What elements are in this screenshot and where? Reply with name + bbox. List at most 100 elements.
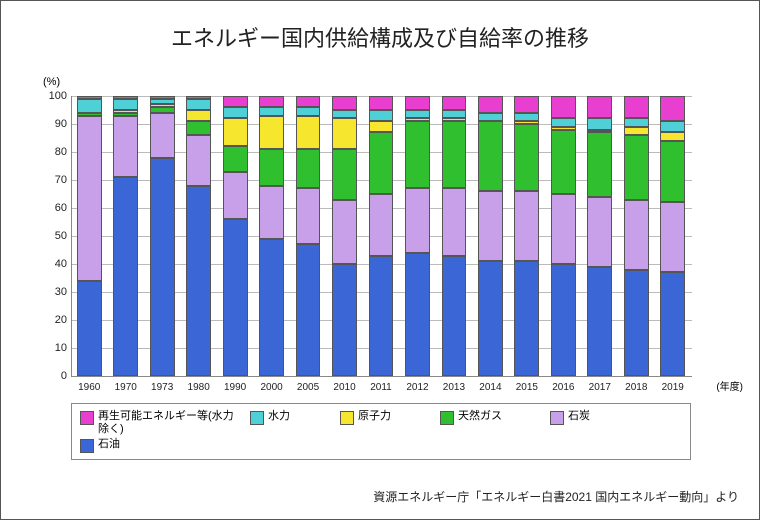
x-axis-unit: (年度): [716, 378, 743, 393]
bar-column: 2015: [509, 96, 545, 376]
bar-segment-renewable: [259, 96, 284, 107]
legend-item-coal: 石炭: [550, 410, 630, 436]
legend-label: 再生可能エネルギー等(水力除く): [98, 410, 240, 436]
bar-segment-coal: [150, 113, 175, 158]
legend-swatch: [80, 411, 94, 425]
bar-segment-nuclear: [332, 118, 357, 149]
bar-segment-renewable: [223, 96, 248, 107]
bar-segment-nuclear: [259, 116, 284, 150]
bar-segment-oil: [624, 270, 649, 376]
bar-segment-hydro: [186, 99, 211, 110]
bar-column: 2018: [618, 96, 654, 376]
bar-segment-hydro: [514, 113, 539, 121]
bar-segment-hydro: [113, 99, 138, 110]
bar-segment-coal: [514, 191, 539, 261]
bar-segment-gas: [551, 130, 576, 194]
bar-segment-hydro: [296, 107, 321, 115]
bar-segment-nuclear: [223, 118, 248, 146]
x-tick-label: 2012: [406, 382, 428, 393]
bar-segment-hydro: [259, 107, 284, 115]
bar-segment-gas: [259, 149, 284, 185]
bar-segment-renewable: [296, 96, 321, 107]
bar-segment-oil: [332, 264, 357, 376]
bar-segment-coal: [478, 191, 503, 261]
bar-segment-coal: [405, 188, 430, 252]
y-tick-label: 100: [49, 90, 67, 102]
bar-segment-hydro: [587, 118, 612, 129]
bar-segment-coal: [77, 116, 102, 281]
bar-segment-gas: [660, 141, 685, 203]
bar-segment-gas: [369, 132, 394, 194]
y-axis-unit: (%): [43, 76, 60, 88]
bar-segment-oil: [405, 253, 430, 376]
bar-segment-nuclear: [296, 116, 321, 150]
bar-segment-gas: [332, 149, 357, 199]
bar-segment-oil: [514, 261, 539, 376]
bar-segment-coal: [223, 172, 248, 220]
bar-column: 1990: [217, 96, 253, 376]
bar-segment-coal: [587, 197, 612, 267]
bar-segment-coal: [442, 188, 467, 255]
bar-segment-gas: [296, 149, 321, 188]
bar-column: 1973: [144, 96, 180, 376]
bar-segment-coal: [369, 194, 394, 256]
legend-label: 石炭: [568, 410, 590, 423]
bar-segment-coal: [332, 200, 357, 264]
bar-column: 2005: [290, 96, 326, 376]
bar-segment-hydro: [369, 110, 394, 121]
bar-column: 2019: [655, 96, 691, 376]
legend-swatch: [250, 411, 264, 425]
bar-segment-renewable: [587, 96, 612, 118]
bar-segment-gas: [442, 121, 467, 188]
y-tick-label: 0: [61, 370, 67, 382]
bar-segment-oil: [369, 256, 394, 376]
x-tick-label: 2013: [443, 382, 465, 393]
bar-segment-hydro: [478, 113, 503, 121]
x-tick-label: 2019: [662, 382, 684, 393]
bar-segment-renewable: [478, 96, 503, 113]
bar-column: 2000: [253, 96, 289, 376]
bar-segment-oil: [442, 256, 467, 376]
y-tick-label: 70: [55, 174, 67, 186]
x-tick-label: 2000: [260, 382, 282, 393]
bar-column: 2013: [436, 96, 472, 376]
x-tick-label: 2011: [370, 382, 392, 393]
bar-segment-renewable: [369, 96, 394, 110]
bar-segment-coal: [113, 116, 138, 178]
bar-segment-coal: [296, 188, 321, 244]
bar-segment-renewable: [514, 96, 539, 113]
legend-label: 水力: [268, 410, 290, 423]
bar-segment-oil: [77, 281, 102, 376]
bar-segment-gas: [478, 121, 503, 191]
bar-segment-hydro: [442, 110, 467, 118]
legend-swatch: [440, 411, 454, 425]
bar-segment-coal: [186, 135, 211, 185]
x-tick-label: 2005: [297, 382, 319, 393]
y-tick-label: 60: [55, 202, 67, 214]
bar-segment-gas: [223, 146, 248, 171]
bar-column: 2016: [545, 96, 581, 376]
bar-segment-oil: [186, 186, 211, 376]
bar-segment-renewable: [624, 96, 649, 118]
bar-segment-oil: [660, 272, 685, 376]
bar-segment-nuclear: [186, 110, 211, 121]
source-text: 資源エネルギー庁「エネルギー白書2021 国内エネルギー動向」より: [373, 488, 739, 505]
bar-segment-coal: [551, 194, 576, 264]
bar-segment-oil: [113, 177, 138, 376]
x-tick-label: 1960: [78, 382, 100, 393]
bar-segment-hydro: [332, 110, 357, 118]
bars-container: 1960197019731980199020002005201020112012…: [71, 96, 691, 376]
y-tick-label: 30: [55, 286, 67, 298]
legend-item-nuclear: 原子力: [340, 410, 430, 436]
bar-segment-gas: [624, 135, 649, 199]
legend-label: 石油: [98, 438, 120, 451]
legend-item-renewable: 再生可能エネルギー等(水力除く): [80, 410, 240, 436]
chart: (%) 0102030405060708090100 1960197019731…: [71, 96, 691, 376]
bar-column: 2014: [472, 96, 508, 376]
y-tick-label: 20: [55, 314, 67, 326]
bar-segment-oil: [150, 158, 175, 376]
legend-item-gas: 天然ガス: [440, 410, 540, 436]
bar-segment-hydro: [551, 118, 576, 126]
x-tick-label: 2015: [516, 382, 538, 393]
legend-swatch: [550, 411, 564, 425]
